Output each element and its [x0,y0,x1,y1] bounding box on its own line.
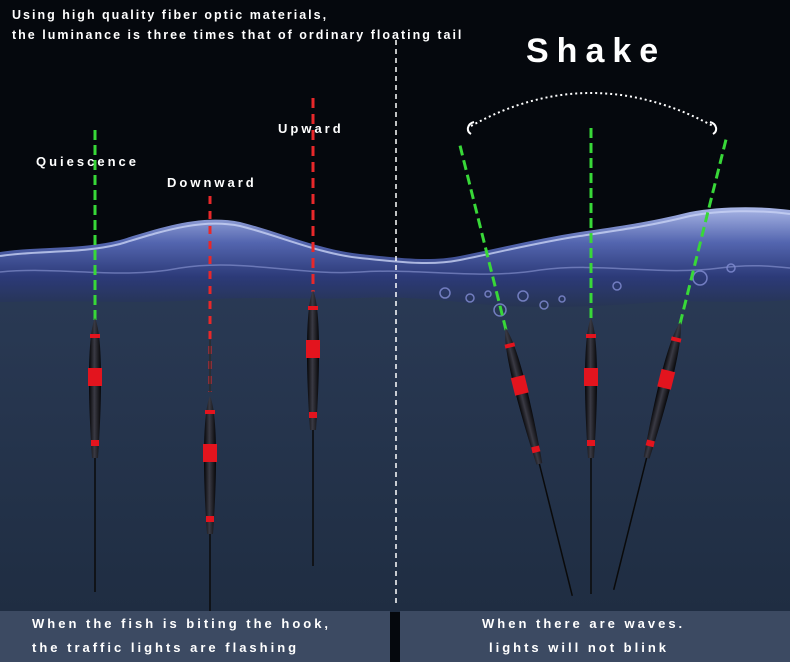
caption-right-line-1: When there are waves. [482,616,686,631]
label-quiescence: Quiescence [36,154,139,169]
fishing-float-icon [203,196,217,612]
bubble-icon [439,263,736,317]
fishing-float-icon [306,98,320,566]
label-upward: Upward [278,121,344,136]
label-downward: Downward [167,175,257,190]
fishing-float-icon [458,145,574,597]
arc-end-right [709,121,718,135]
surface-ripple [0,264,790,275]
caption-panel-right: When there are waves. lights will not bl… [400,611,790,662]
fishing-float-icon [612,139,728,591]
header-line-1: Using high quality fiber optic materials… [12,8,329,22]
shake-title: Shake [526,32,667,70]
caption-left-line-2: the traffic lights are flashing [32,640,300,655]
header-line-2: the luminance is three times that of ord… [12,28,464,42]
fishing-float-icon [88,130,102,592]
arc-end-left [466,121,475,135]
caption-right-line-2: lights will not blink [489,640,669,655]
caption-panel-left: When the fish is biting the hook, the tr… [0,611,390,662]
deep-water [0,280,790,612]
arc-dotted-icon [470,92,714,127]
surface-highlight [0,210,790,265]
fishing-float-icon [584,128,598,594]
caption-left-line-1: When the fish is biting the hook, [32,616,332,631]
